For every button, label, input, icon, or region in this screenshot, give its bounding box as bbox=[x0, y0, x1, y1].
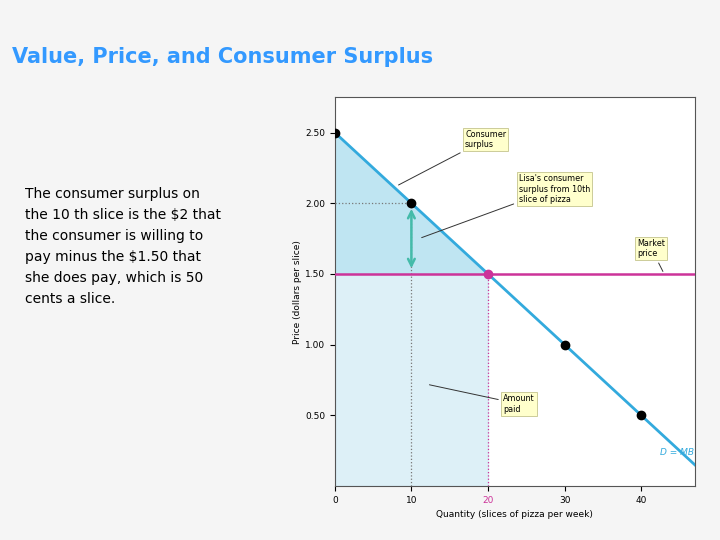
Text: D = MB: D = MB bbox=[660, 448, 694, 457]
Y-axis label: Price (dollars per slice): Price (dollars per slice) bbox=[293, 240, 302, 343]
Text: Consumer
surplus: Consumer surplus bbox=[399, 130, 506, 185]
Text: Value, Price, and Consumer Surplus: Value, Price, and Consumer Surplus bbox=[12, 47, 433, 67]
Text: The consumer surplus on
the 10 th slice is the $2 that
the consumer is willing t: The consumer surplus on the 10 th slice … bbox=[25, 187, 221, 306]
X-axis label: Quantity (slices of pizza per week): Quantity (slices of pizza per week) bbox=[436, 510, 593, 519]
Text: Amount
paid: Amount paid bbox=[429, 385, 535, 414]
Text: Market
price: Market price bbox=[637, 239, 665, 272]
Text: Lisa's consumer
surplus from 10th
slice of pizza: Lisa's consumer surplus from 10th slice … bbox=[422, 174, 590, 238]
